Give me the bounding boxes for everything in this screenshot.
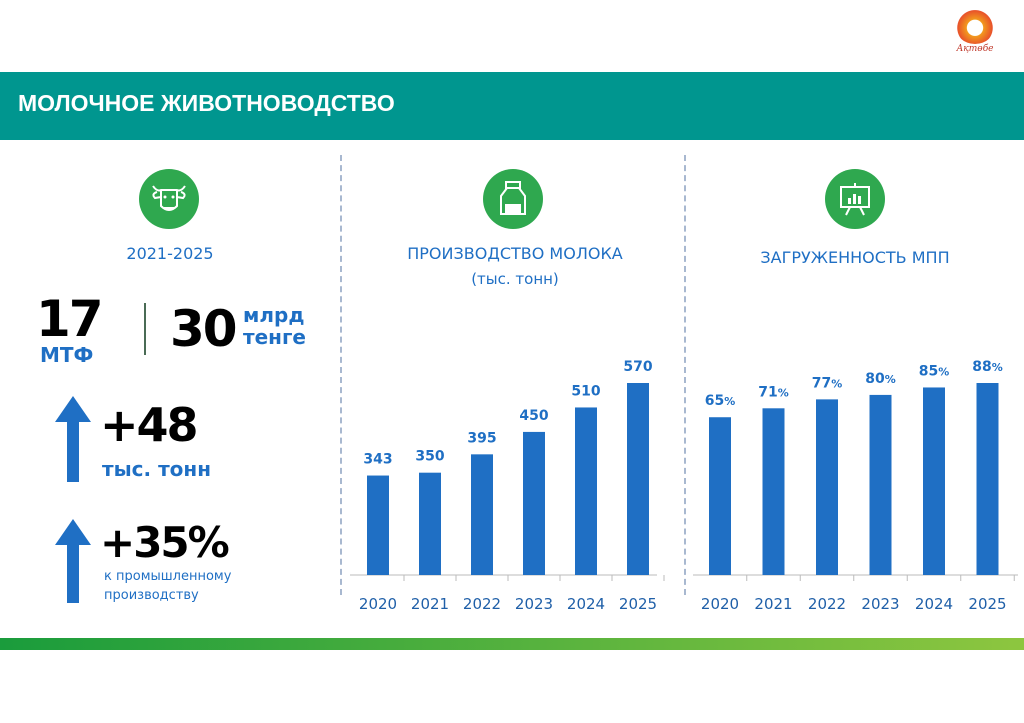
caption-line-2: производству bbox=[104, 588, 199, 603]
period: 2021-2025 bbox=[126, 244, 214, 263]
data-label: 450 bbox=[519, 408, 548, 424]
growth-volume: +48 bbox=[100, 398, 199, 452]
stat-divider bbox=[144, 303, 146, 355]
page-title: МОЛОЧНОЕ ЖИВОТНОВОДСТВО bbox=[18, 90, 395, 116]
investment-unit-2: тенге bbox=[243, 325, 306, 349]
milk-can-icon bbox=[483, 169, 543, 229]
x-tick-label: 2025 bbox=[968, 595, 1006, 613]
data-label: 85% bbox=[919, 363, 950, 379]
growth-percent: +35% bbox=[100, 518, 230, 567]
x-tick-label: 2021 bbox=[754, 595, 792, 613]
x-tick-label: 2025 bbox=[619, 595, 657, 613]
x-tick-label: 2023 bbox=[515, 595, 553, 613]
data-label: 570 bbox=[623, 359, 652, 375]
x-tick-label: 2021 bbox=[411, 595, 449, 613]
x-tick-label: 2023 bbox=[861, 595, 899, 613]
bar bbox=[709, 417, 731, 575]
growth-volume-unit: тыс. тонн bbox=[102, 457, 212, 481]
data-label: 80% bbox=[865, 371, 896, 387]
growth-percent-caption: к промышленному производству bbox=[104, 567, 231, 605]
investment-unit: млрд тенге bbox=[243, 304, 306, 348]
chart2-title: ЗАГРУЖЕННОСТЬ МПП bbox=[760, 248, 950, 267]
footer-band bbox=[0, 638, 1024, 650]
bar bbox=[419, 472, 441, 575]
data-label: 350 bbox=[415, 449, 444, 465]
farms-unit: МТФ bbox=[40, 343, 94, 367]
data-label: 65% bbox=[705, 393, 736, 409]
logo bbox=[955, 8, 995, 44]
investment-value: 30 bbox=[170, 300, 238, 358]
x-tick-label: 2020 bbox=[701, 595, 739, 613]
data-label: 343 bbox=[363, 452, 392, 468]
up-arrow-icon bbox=[55, 396, 91, 482]
bar bbox=[762, 408, 785, 575]
cow-icon bbox=[139, 169, 199, 229]
farms-value: 17 bbox=[36, 290, 104, 348]
chart1-title: ПРОИЗВОДСТВО МОЛОКА bbox=[407, 244, 623, 263]
logo-text: Ақтөбе bbox=[956, 44, 994, 54]
bar bbox=[816, 399, 838, 575]
data-label: 77% bbox=[812, 375, 843, 391]
plant-utilization-chart: 65% 2020 71% 2021 77% 2022 80% 2023 85% 2024 88% 20… bbox=[693, 359, 1018, 613]
bar bbox=[976, 383, 999, 575]
x-tick-label: 2024 bbox=[567, 595, 605, 613]
bar bbox=[471, 454, 493, 575]
bar bbox=[367, 475, 389, 575]
data-label: 395 bbox=[467, 430, 496, 446]
x-tick-label: 2022 bbox=[808, 595, 846, 613]
data-label: 88% bbox=[972, 359, 1003, 375]
milk-production-chart: 343 2020 350 2021 395 2022 450 2023 510 2024 570 20… bbox=[350, 359, 665, 613]
divider bbox=[684, 155, 686, 595]
chart1-subtitle: (тыс. тонн) bbox=[471, 270, 559, 288]
x-tick-label: 2020 bbox=[359, 595, 397, 613]
x-tick-label: 2022 bbox=[463, 595, 501, 613]
investment-unit-1: млрд bbox=[243, 303, 305, 327]
bar bbox=[869, 394, 892, 575]
bar bbox=[627, 383, 649, 575]
divider bbox=[340, 155, 342, 595]
caption-line-1: к промышленному bbox=[104, 569, 232, 584]
up-arrow-icon bbox=[55, 519, 91, 603]
bar bbox=[575, 407, 597, 575]
bar bbox=[523, 431, 545, 575]
header-band bbox=[0, 72, 1024, 140]
data-label: 71% bbox=[758, 384, 789, 400]
bar bbox=[923, 387, 945, 575]
presentation-chart-icon bbox=[825, 169, 885, 229]
x-tick-label: 2024 bbox=[915, 595, 953, 613]
data-label: 510 bbox=[571, 383, 600, 399]
